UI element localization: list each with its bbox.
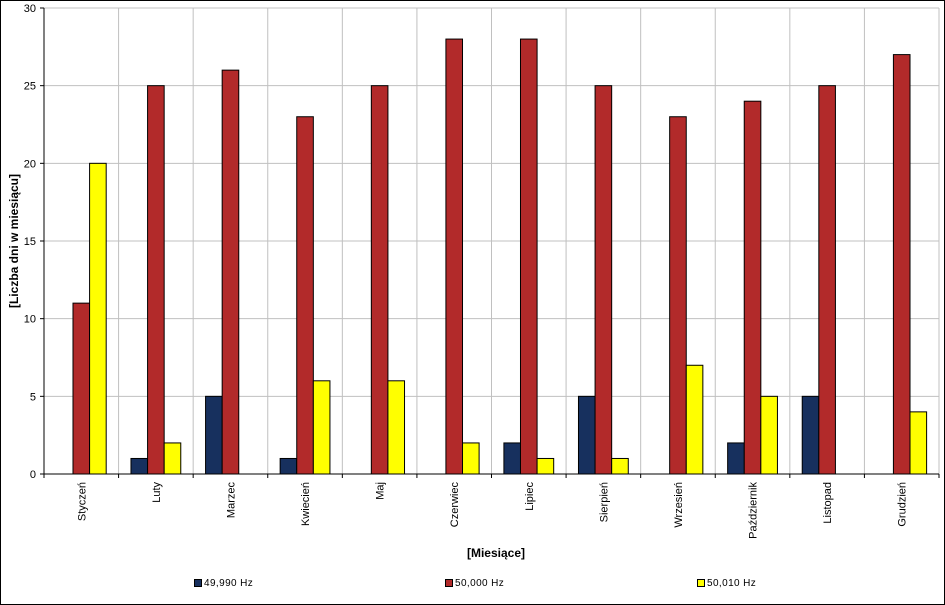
x-axis-label: [Miesiące] xyxy=(467,546,525,560)
bar-3-8 xyxy=(611,457,629,475)
bar-1-11 xyxy=(801,395,820,475)
legend-item-49990: 49,990 Hz xyxy=(194,576,253,590)
legend-swatch xyxy=(445,579,453,587)
bar-2-10 xyxy=(743,100,762,475)
bar-1-4 xyxy=(279,457,298,475)
bar-1-3 xyxy=(205,395,223,475)
bar-2-6 xyxy=(445,38,464,475)
bar-2-5 xyxy=(370,85,389,475)
y-tick-label: 0 xyxy=(30,469,36,481)
x-tick-label: Kwiecień xyxy=(300,482,312,526)
y-axis-label: [Liczba dni w miesiącu] xyxy=(7,174,21,308)
x-tick-label: Sierpień xyxy=(598,482,610,522)
legend-item-50000: 50,000 Hz xyxy=(445,576,504,590)
x-tick-label: Grudzień xyxy=(897,482,909,527)
bar-3-5 xyxy=(387,380,406,475)
x-tick-label: Styczeń xyxy=(76,482,88,521)
y-tick-label: 15 xyxy=(24,236,36,248)
bar-3-4 xyxy=(312,380,331,475)
y-tick-label: 30 xyxy=(24,3,36,15)
bar-3-7 xyxy=(536,457,555,475)
bar-1-2 xyxy=(130,457,149,475)
bar-2-11 xyxy=(818,85,836,475)
x-tick-label: Czerwiec xyxy=(449,482,461,528)
bar-2-9 xyxy=(669,116,687,475)
bar-2-1 xyxy=(72,302,91,475)
y-tick-labels: 0 5 10 15 20 25 30 xyxy=(24,3,36,481)
bar-2-3 xyxy=(221,69,240,475)
bar-3-2 xyxy=(163,442,182,475)
bar-2-12 xyxy=(892,54,911,475)
legend-swatch xyxy=(194,579,202,587)
legend-item-50010: 50,010 Hz xyxy=(697,576,756,590)
bars xyxy=(72,38,928,475)
x-tick-labels: Styczeń Luty Marzec Kwiecień Maj Czerwiec Lipi… xyxy=(76,482,908,539)
bar-3-12 xyxy=(909,411,928,475)
bar-2-7 xyxy=(519,38,538,475)
bar-3-10 xyxy=(760,395,778,475)
bar-1-10 xyxy=(727,442,745,475)
legend-swatch xyxy=(697,579,705,587)
y-tick-label: 5 xyxy=(30,391,36,403)
y-tick-label: 10 xyxy=(24,314,36,326)
bar-2-2 xyxy=(147,85,165,475)
x-tick-label: Lipiec xyxy=(524,482,536,511)
bar-1-8 xyxy=(577,395,596,475)
x-tick-label: Luty xyxy=(151,482,163,503)
bar-3-1 xyxy=(89,162,107,475)
x-tick-label: Wrzesień xyxy=(673,482,685,528)
x-tick-label: Listopad xyxy=(822,482,834,524)
legend-label: 49,990 Hz xyxy=(204,577,254,589)
bar-2-8 xyxy=(594,85,613,475)
legend-label: 50,000 Hz xyxy=(455,577,505,589)
bar-3-6 xyxy=(462,442,480,475)
x-tick-label: Marzec xyxy=(225,482,237,519)
axes xyxy=(40,7,940,478)
y-tick-label: 20 xyxy=(24,158,36,170)
gridlines xyxy=(44,7,940,474)
bar-2-4 xyxy=(296,116,314,475)
legend-label: 50,010 Hz xyxy=(707,577,757,589)
bar-1-7 xyxy=(503,442,521,475)
x-tick-label: Październik xyxy=(748,482,760,539)
bar-3-9 xyxy=(685,364,704,475)
x-tick-label: Maj xyxy=(375,482,387,500)
y-tick-label: 25 xyxy=(24,81,36,93)
